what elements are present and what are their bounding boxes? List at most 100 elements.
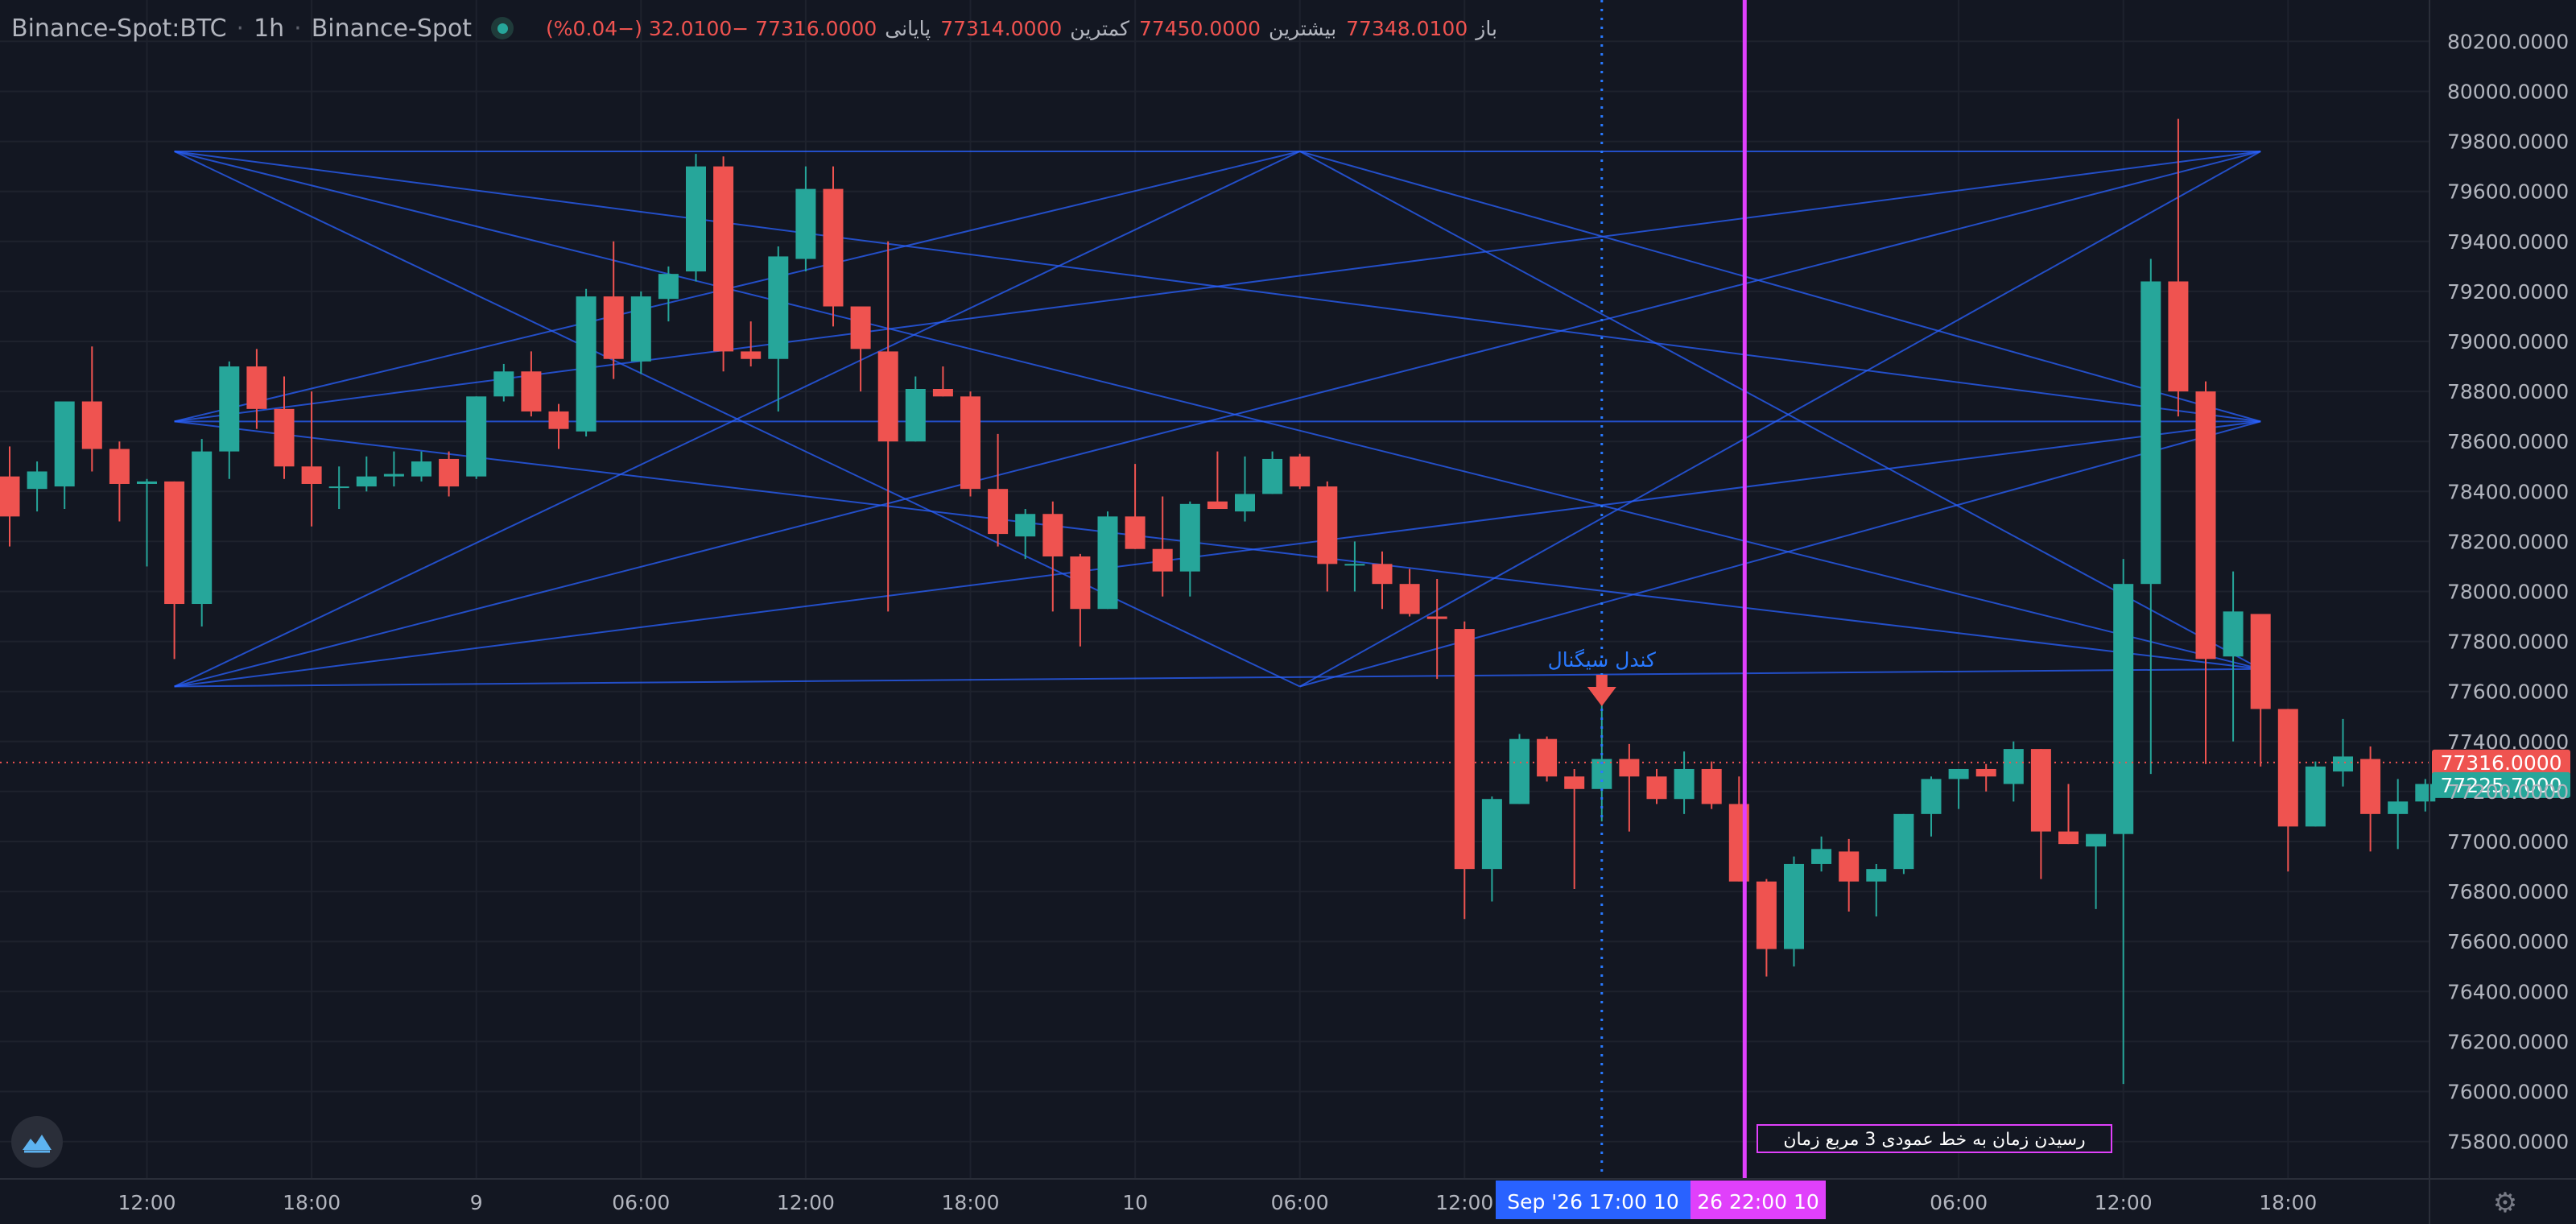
candle-body[interactable]: [795, 188, 816, 259]
candle-body[interactable]: [1509, 738, 1530, 804]
candle-body[interactable]: [301, 466, 322, 484]
candle-body[interactable]: [2140, 281, 2161, 585]
candle-body[interactable]: [164, 481, 185, 605]
candle-body[interactable]: [411, 461, 431, 477]
brand-logo-icon[interactable]: [11, 1116, 63, 1168]
candle-body[interactable]: [1426, 616, 1447, 619]
candle-body[interactable]: [576, 296, 597, 432]
candle-body[interactable]: [439, 458, 460, 487]
candle-body[interactable]: [2250, 614, 2271, 709]
candle-body[interactable]: [1097, 516, 1118, 610]
candle-body[interactable]: [548, 411, 569, 429]
candle-body[interactable]: [1481, 799, 1502, 870]
candle-body[interactable]: [932, 388, 953, 397]
candle-body[interactable]: [741, 351, 762, 359]
candle-body[interactable]: [109, 449, 130, 484]
candle-body[interactable]: [1125, 516, 1146, 549]
candle-body[interactable]: [2415, 784, 2436, 802]
candle-body[interactable]: [960, 396, 980, 490]
candle-body[interactable]: [1756, 881, 1777, 949]
candle-body[interactable]: [603, 296, 624, 359]
pattern-line: [1299, 151, 2261, 423]
candle-body[interactable]: [1674, 768, 1695, 800]
candle-body[interactable]: [1290, 456, 1311, 487]
market-status-icon[interactable]: [491, 17, 514, 39]
candle-body[interactable]: [2305, 766, 2326, 827]
candle-body[interactable]: [1207, 501, 1228, 510]
candle-body[interactable]: [2277, 709, 2298, 827]
candle-body[interactable]: [1372, 564, 1393, 585]
candle-body[interactable]: [2360, 759, 2381, 814]
symbol-name[interactable]: Binance-Spot:BTC: [11, 14, 227, 43]
candle-body[interactable]: [328, 486, 349, 489]
candle: [1454, 621, 1475, 920]
candle-body[interactable]: [1344, 564, 1365, 566]
candle-body[interactable]: [2223, 611, 2244, 657]
candle-body[interactable]: [1015, 514, 1036, 537]
candle-body[interactable]: [219, 366, 240, 452]
candle-body[interactable]: [383, 473, 404, 477]
secondary-price-tag-label: 77225.7000: [2440, 774, 2562, 797]
candle-body[interactable]: [521, 371, 542, 411]
candle-body[interactable]: [1811, 849, 1832, 864]
candle-body[interactable]: [1893, 813, 1914, 870]
candle-body[interactable]: [0, 476, 20, 517]
candle-body[interactable]: [823, 188, 844, 307]
candle-body[interactable]: [1619, 759, 1640, 777]
candle-body[interactable]: [2086, 833, 2107, 847]
candle-body[interactable]: [877, 351, 898, 442]
candle-body[interactable]: [246, 366, 267, 409]
candle-body[interactable]: [1152, 548, 1173, 572]
candle-body[interactable]: [630, 296, 651, 362]
candle-body[interactable]: [1646, 776, 1667, 800]
gear-icon[interactable]: ⚙: [2492, 1187, 2518, 1219]
candle-body[interactable]: [1454, 629, 1475, 870]
candle: [1948, 768, 1969, 809]
candle-body[interactable]: [2333, 756, 2353, 772]
candle-body[interactable]: [2195, 391, 2216, 660]
candle-body[interactable]: [1179, 503, 1200, 572]
candle-body[interactable]: [192, 451, 213, 605]
candle-body[interactable]: [2003, 749, 2024, 784]
candle-body[interactable]: [137, 481, 157, 484]
candle-body[interactable]: [1948, 768, 1969, 779]
candle-body[interactable]: [2058, 831, 2079, 845]
candle-body[interactable]: [1070, 556, 1091, 610]
candle-body[interactable]: [356, 476, 377, 487]
candle-body[interactable]: [713, 166, 734, 352]
candle: [2195, 381, 2216, 764]
candle-body[interactable]: [466, 396, 487, 477]
candle-body[interactable]: [81, 401, 102, 449]
candle: [2305, 761, 2326, 827]
candle-body[interactable]: [2113, 584, 2134, 834]
candle-body[interactable]: [1784, 863, 1804, 949]
candle-body[interactable]: [2030, 749, 2051, 832]
candle-body[interactable]: [1839, 851, 1860, 882]
interval-label[interactable]: 1h: [254, 14, 285, 43]
candle-body[interactable]: [1262, 458, 1283, 494]
candle-body[interactable]: [1701, 768, 1722, 804]
candle-body[interactable]: [2168, 281, 2189, 392]
candle-body[interactable]: [1235, 494, 1255, 512]
candle-body[interactable]: [686, 166, 706, 272]
candle-body[interactable]: [850, 306, 871, 349]
candle-body[interactable]: [1866, 869, 1887, 882]
candle-body[interactable]: [1399, 584, 1420, 614]
candle-body[interactable]: [905, 388, 926, 442]
x-tick-label: 9: [470, 1191, 483, 1214]
candle-body[interactable]: [1975, 768, 1996, 777]
candle-body[interactable]: [2388, 801, 2409, 814]
candle-body[interactable]: [1537, 738, 1558, 777]
candle-body[interactable]: [988, 489, 1009, 535]
candle-body[interactable]: [1042, 514, 1063, 557]
candle-body[interactable]: [658, 274, 679, 300]
candle-body[interactable]: [27, 471, 47, 490]
candle-body[interactable]: [1317, 486, 1338, 564]
candle-body[interactable]: [1564, 776, 1585, 789]
candle-body[interactable]: [1921, 779, 1942, 814]
candle-body[interactable]: [768, 256, 789, 359]
candle-body[interactable]: [54, 401, 75, 487]
candle-body[interactable]: [274, 408, 295, 467]
candle-body[interactable]: [493, 371, 514, 397]
